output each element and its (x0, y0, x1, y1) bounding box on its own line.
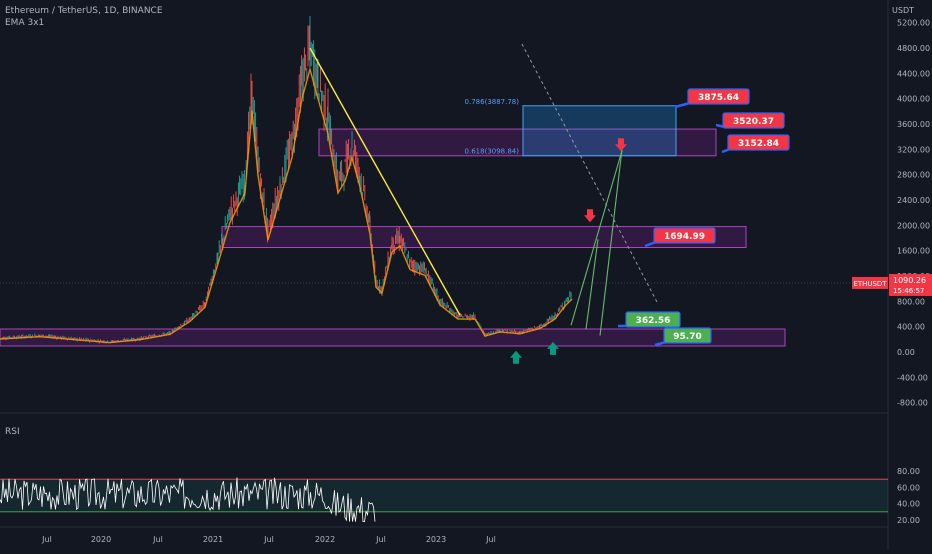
y-tick-label: 2400.00 (897, 196, 930, 205)
y-tick-label: 5200.00 (897, 19, 930, 28)
descending-trendline (309, 47, 461, 316)
symbol-tag (852, 276, 888, 289)
x-tick-label: 2020 (91, 535, 111, 544)
x-tick-label: 2021 (203, 535, 223, 544)
support-resistance-zone (0, 328, 786, 347)
up-arrow-icon (510, 350, 522, 364)
symbol-tag-text: ETHUSDT (853, 280, 887, 288)
price-callout (722, 112, 785, 129)
up-arrow-icon (547, 341, 559, 355)
price-callout-text: 3152.84 (738, 139, 779, 149)
price-callout (663, 327, 712, 344)
rsi-line (0, 477, 376, 523)
support-resistance-zone (318, 128, 717, 157)
y-tick-label: 800.00 (897, 297, 925, 306)
rsi-tick-label: 80.00 (897, 467, 920, 476)
y-tick-label: 3200.00 (897, 145, 930, 154)
price-tag-countdown: 15:46:57 (893, 287, 924, 295)
y-tick-label: 400.00 (897, 323, 925, 332)
price-callout (625, 311, 681, 328)
y-tick-label: 0.00 (897, 348, 915, 357)
price-callout-text: 95.70 (673, 332, 701, 342)
y-tick-label: -400.00 (897, 373, 928, 382)
projection-arrow-line (599, 149, 623, 336)
price-tag (889, 273, 932, 296)
y-tick-label: 2000.00 (897, 221, 930, 230)
rsi-tick-label: 20.00 (897, 516, 920, 525)
price-callout-text: 3875.64 (698, 93, 739, 103)
down-arrow-icon (584, 209, 596, 223)
chart-title: Ethereum / TetherUS, 1D, BINANCE (5, 6, 163, 16)
x-tick-label: 2022 (315, 535, 335, 544)
x-tick-label: Jul (41, 535, 52, 544)
y-tick-label: -800.00 (897, 399, 928, 408)
y-tick-label: 4400.00 (897, 69, 930, 78)
x-tick-label: Jul (485, 535, 496, 544)
ema-line (0, 66, 573, 344)
y-tick-label: 2800.00 (897, 171, 930, 180)
indicator-label[interactable]: EMA 3x1 (5, 18, 45, 28)
y-tick-label: 3600.00 (897, 120, 930, 129)
currency-label: USDT (892, 6, 914, 15)
rsi-tick-label: 60.00 (897, 483, 920, 492)
x-tick-label: Jul (152, 535, 163, 544)
rsi-tick-label: 40.00 (897, 500, 920, 509)
projection-arrow-line (585, 239, 599, 330)
x-tick-label: Jul (263, 535, 274, 544)
x-tick-label: 2023 (426, 535, 446, 544)
fib-label: 0.618(3098.84) (465, 148, 520, 156)
projection-arrow-line (570, 150, 623, 326)
dashed-trend-line (521, 43, 658, 303)
rsi-label[interactable]: RSI (5, 427, 20, 437)
y-tick-label: 4800.00 (897, 44, 930, 53)
price-callout (653, 227, 716, 244)
callout-pointer (674, 101, 691, 109)
y-tick-label: 4000.00 (897, 95, 930, 104)
fib-label: 0.786(3887.78) (465, 98, 520, 106)
price-callout-text: 362.56 (636, 316, 671, 326)
price-callout (687, 88, 750, 105)
price-tag-value: 1090.26 (893, 276, 926, 285)
y-tick-label: 1600.00 (897, 247, 930, 256)
price-callout-text: 3520.37 (733, 117, 774, 127)
x-tick-label: Jul (375, 535, 386, 544)
price-callout-text: 1694.99 (664, 232, 705, 242)
down-arrow-icon (615, 138, 627, 152)
fib-box (522, 105, 677, 157)
price-callout (727, 134, 790, 151)
